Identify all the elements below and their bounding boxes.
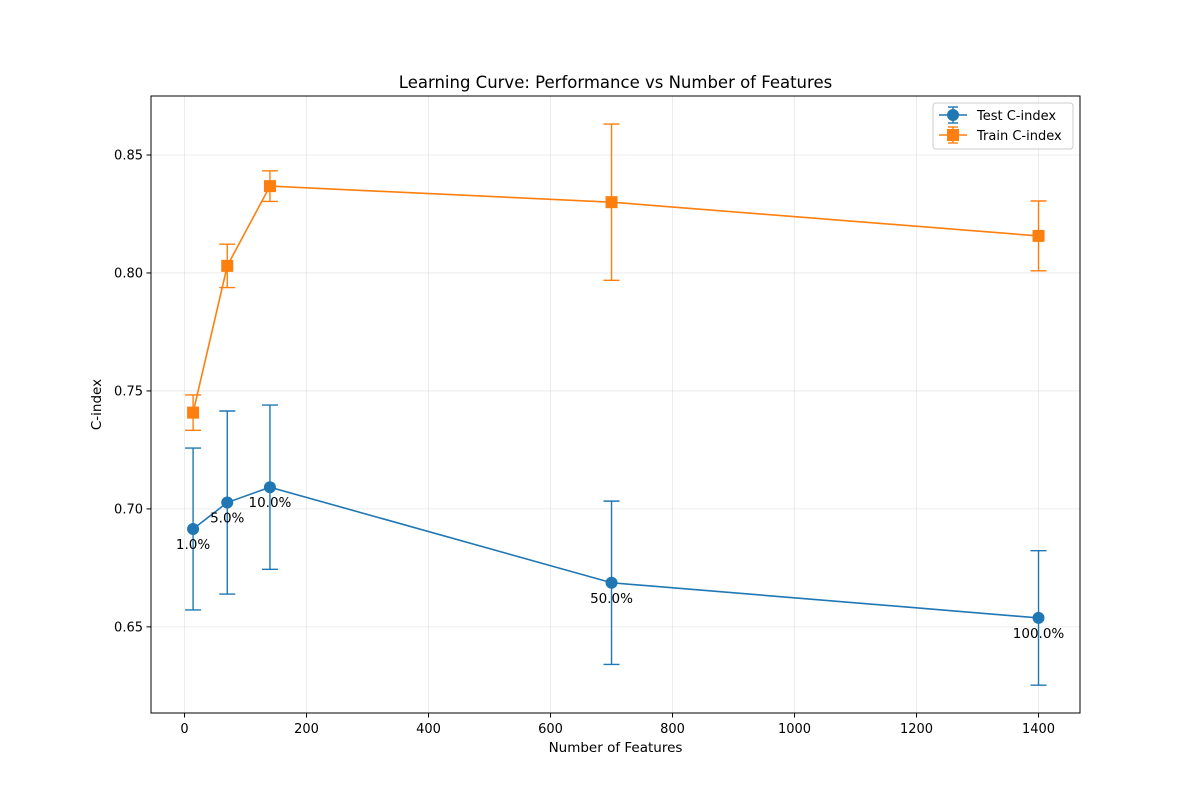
x-axis-label: Number of Features [549, 740, 683, 756]
train-series [185, 123, 1047, 432]
test-series [185, 404, 1047, 686]
legend-handle-test [939, 106, 967, 124]
legend-box [932, 102, 1074, 150]
y-tick-label: 0.65 [114, 620, 143, 635]
data-point-marker [187, 522, 200, 535]
axis-ticks: 0 200 400 600 800 1000 1200 1400 0.65 0.70 0.75 0.8… [114, 148, 1055, 737]
x-tick-label: 800 [660, 722, 685, 737]
point-annotation: 1.0% [176, 537, 210, 553]
y-tick-label: 0.75 [114, 384, 143, 399]
x-tick-label: 1000 [778, 722, 811, 737]
y-tick-label: 0.80 [114, 266, 143, 281]
x-tick-label: 1200 [900, 722, 933, 737]
data-point-marker [1032, 611, 1045, 624]
data-point-marker [221, 259, 234, 272]
data-point-marker [263, 180, 276, 193]
data-point-marker [605, 576, 618, 589]
data-point-marker [1032, 229, 1045, 242]
x-tick-label: 1400 [1022, 722, 1055, 737]
legend-handle-train [939, 126, 967, 144]
legend-label-train: Train C-index [976, 129, 1062, 144]
point-annotation: 10.0% [249, 495, 292, 511]
x-tick-label: 200 [294, 722, 319, 737]
legend: Test C-index Train C-index [932, 102, 1074, 150]
legend-marker [947, 129, 959, 141]
data-point-marker [605, 196, 618, 209]
y-tick-label: 0.85 [114, 148, 143, 163]
x-tick-label: 0 [180, 722, 188, 737]
plot-area-frame [150, 95, 1081, 714]
y-tick-label: 0.70 [114, 502, 143, 517]
grid-lines [151, 96, 1080, 713]
x-tick-label: 600 [538, 722, 563, 737]
data-point-marker [187, 406, 200, 419]
series-layer [185, 123, 1047, 686]
legend-marker [947, 109, 959, 121]
data-point-marker [263, 481, 276, 494]
chart-title: Learning Curve: Performance vs Number of… [399, 73, 832, 92]
point-annotations: 1.0%5.0% 10.0% 50.0% 100.0% [176, 495, 1064, 642]
data-point-marker [221, 496, 234, 509]
y-axis-label: C-index [89, 379, 105, 430]
point-annotation: 50.0% [590, 591, 633, 607]
x-tick-label: 400 [416, 722, 441, 737]
point-annotation: 5.0% [210, 511, 244, 527]
legend-label-test: Test C-index [976, 109, 1056, 124]
point-annotation: 100.0% [1013, 626, 1065, 642]
